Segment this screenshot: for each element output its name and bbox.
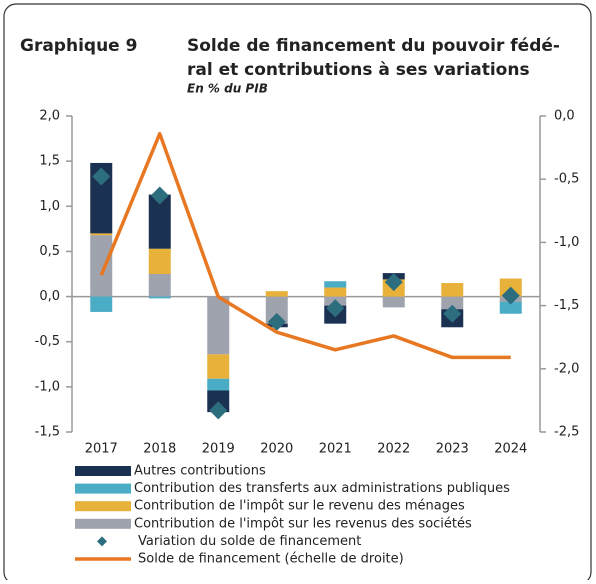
bar-segment xyxy=(324,287,347,297)
bar-segment xyxy=(499,301,522,314)
diamond-marker xyxy=(150,186,169,205)
x-tick-label: 2020 xyxy=(260,442,293,457)
legend-label: Contribution de l'impôt sur les revenus … xyxy=(134,516,472,531)
frame xyxy=(3,3,592,584)
legend-swatch xyxy=(75,518,131,529)
y-tick-label: 0,5 xyxy=(39,244,60,259)
chart-subtitle: En % du PIB xyxy=(187,82,268,96)
y2-tick-label: -2,0 xyxy=(554,361,579,376)
x-tick-label: 2022 xyxy=(377,442,410,457)
y-tick-label: -1,0 xyxy=(35,379,60,394)
legend-label: Variation du solde de financement xyxy=(138,534,361,549)
x-tick-label: 2024 xyxy=(494,442,527,457)
bar-segment xyxy=(265,291,288,297)
y-tick-label: -1,5 xyxy=(35,425,60,440)
chart-label: Graphique 9 xyxy=(20,36,137,56)
bar-segment xyxy=(148,248,171,274)
bar-segment xyxy=(441,296,464,310)
legend-label: Contribution des transferts aux administ… xyxy=(134,481,510,496)
bar-segment xyxy=(90,233,113,236)
y-tick-label: -0,5 xyxy=(35,334,60,349)
bar-segment xyxy=(148,296,171,299)
diamond-marker xyxy=(501,286,520,305)
chart-title: ral et contributions à ses variations xyxy=(187,60,530,80)
y2-tick-label: -2,5 xyxy=(554,425,579,440)
bar-segment xyxy=(382,296,405,308)
bar-segment xyxy=(90,296,113,312)
bar-segment xyxy=(90,235,113,297)
line xyxy=(99,131,511,360)
legend-swatch xyxy=(75,501,131,512)
legend-label: Autres contributions xyxy=(134,464,266,479)
diamond-marker xyxy=(92,167,111,186)
bar-segment xyxy=(148,274,171,297)
legend-label: Contribution de l'impôt sur le revenu de… xyxy=(134,499,465,514)
legend-swatch xyxy=(75,466,131,476)
bar-segment xyxy=(207,296,230,355)
legend-swatch xyxy=(97,536,107,547)
x-tick-label: 2021 xyxy=(319,442,352,457)
diamond-marker xyxy=(326,299,345,318)
bar-segment xyxy=(90,162,113,234)
y-tick-label: 0,0 xyxy=(39,289,60,304)
bar-segment xyxy=(207,390,230,413)
bar-segment xyxy=(148,194,171,249)
diamond-marker xyxy=(209,401,228,420)
diamond-marker xyxy=(384,273,403,292)
x-tick-label: 2017 xyxy=(85,442,118,457)
y2-tick-label: -0,5 xyxy=(554,172,579,187)
y-tick-label: 1,0 xyxy=(39,199,60,214)
y-tick-label: 1,5 xyxy=(39,154,60,169)
y2-tick-label: -1,5 xyxy=(554,298,579,313)
bar-segment xyxy=(441,283,464,297)
y2-tick-label: 0,0 xyxy=(554,109,575,124)
diamond-marker xyxy=(443,304,462,323)
legend-swatch xyxy=(75,483,131,494)
bar-segment xyxy=(324,281,347,288)
y-tick-label: 2,0 xyxy=(39,109,60,124)
bar-segment xyxy=(207,378,230,391)
chart-title: Solde de financement du pouvoir fédé- xyxy=(187,36,560,56)
x-tick-label: 2019 xyxy=(202,442,235,457)
bar-segment xyxy=(207,354,230,379)
bar-segment xyxy=(265,296,288,324)
x-tick-label: 2023 xyxy=(436,442,469,457)
x-tick-label: 2018 xyxy=(143,442,176,457)
legend-label: Solde de financement (échelle de droite) xyxy=(138,552,404,567)
y2-tick-label: -1,0 xyxy=(554,235,579,250)
diamond-marker xyxy=(267,312,286,331)
